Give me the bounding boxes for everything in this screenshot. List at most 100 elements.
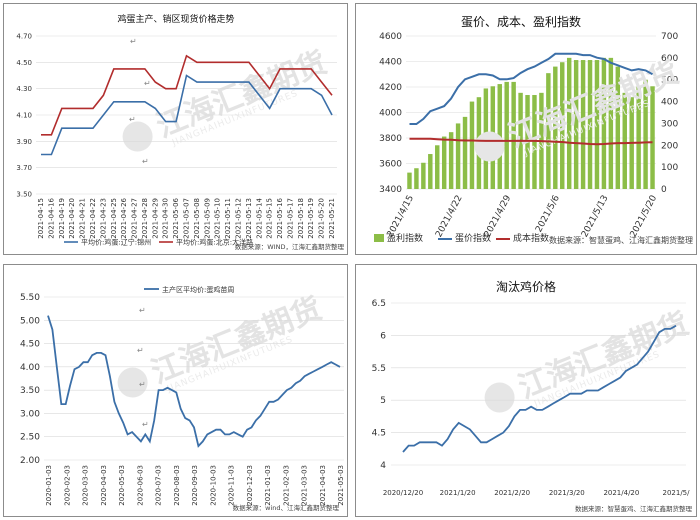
chart-panel-spot-price: 鸡蛋主产、销区现货价格走势 ↵ 数据来源：WIND，江海汇鑫期货整理 江海汇鑫期… bbox=[3, 3, 348, 255]
profit-bar bbox=[455, 123, 461, 189]
y-tick-label: 3600 bbox=[379, 160, 402, 170]
y-tick-label: 4.5 bbox=[372, 429, 386, 439]
chart-title: 蛋价、成本、盈利指数 bbox=[461, 14, 581, 29]
x-tick-label: 2021-05-13 bbox=[245, 198, 253, 239]
profit-bar bbox=[428, 154, 433, 189]
source-note: 数据来源：WIND，江海汇鑫期货整理 bbox=[235, 242, 345, 251]
x-tick-label: 2021-02-03 bbox=[282, 465, 290, 506]
profit-bar bbox=[580, 60, 586, 189]
x-tick-label: 2021-05-03 bbox=[337, 465, 345, 506]
profit-bar bbox=[566, 57, 572, 189]
y-tick-label: 5.5 bbox=[372, 364, 386, 374]
x-tick-label: 2021-05-21 bbox=[328, 198, 336, 239]
cost-index-line bbox=[409, 137, 653, 146]
chart-panel-culled-hen-price: 淘汰鸡价格 数据来源：智慧蛋鸡、江海汇鑫期货整理 江海汇鑫期货 JIANGHAIH… bbox=[355, 264, 697, 517]
y2-tick-label: 400 bbox=[661, 98, 678, 108]
legend-label: 蛋价指数 bbox=[455, 232, 491, 244]
profit-bar bbox=[469, 101, 475, 189]
paragraph-mark: ↵ bbox=[139, 306, 146, 315]
x-tick-label: 2021-03-03 bbox=[301, 465, 309, 506]
y-tick-label: 2.00 bbox=[20, 456, 40, 466]
y-tick-label: 4.30 bbox=[16, 85, 32, 93]
x-tick-label: 2020/12/20 bbox=[383, 489, 423, 497]
profit-bar bbox=[511, 81, 516, 189]
x-tick-label: 2020-09-03 bbox=[191, 465, 199, 506]
profit-bar bbox=[532, 95, 537, 189]
y2-tick-label: 100 bbox=[661, 163, 678, 173]
y-tick-label: 4 bbox=[380, 461, 386, 471]
profit-bar bbox=[414, 168, 419, 189]
profit-bar bbox=[594, 60, 600, 189]
x-tick-label: 2020-02-03 bbox=[63, 465, 71, 506]
y-tick-label: 3.90 bbox=[16, 138, 32, 146]
x-tick-label: 2021-05-08 bbox=[193, 198, 201, 239]
profit-bar bbox=[622, 92, 627, 189]
paragraph-mark: ↵ bbox=[139, 380, 146, 389]
chart-title: 鸡蛋主产、销区现货价格走势 bbox=[117, 13, 234, 25]
x-tick-label: 2021/4/29 bbox=[483, 193, 514, 239]
watermark-logo-icon bbox=[474, 131, 505, 162]
paragraph-mark: ↵ bbox=[142, 420, 149, 429]
x-tick-label: 2021-05-07 bbox=[183, 198, 191, 239]
legend-label: 成本指数 bbox=[513, 232, 549, 244]
watermark-text: 江海汇鑫期货 bbox=[514, 306, 694, 406]
series-line bbox=[402, 324, 677, 453]
y-tick-label: 4400 bbox=[379, 58, 402, 68]
x-tick-label: 2021-04-26 bbox=[120, 197, 128, 238]
x-tick-label: 2021-04-30 bbox=[162, 198, 170, 239]
x-tick-label: 2020-05-03 bbox=[118, 465, 126, 506]
profit-bar bbox=[435, 145, 440, 189]
x-tick-label: 2021-04-21 bbox=[79, 198, 87, 239]
y2-tick-label: 0 bbox=[661, 185, 667, 195]
x-tick-label: 2021-05-16 bbox=[276, 197, 284, 238]
x-tick-label: 2021-04-22 bbox=[89, 198, 97, 239]
x-tick-label: 2021/4/20 bbox=[603, 489, 639, 497]
watermark-logo-icon bbox=[484, 382, 515, 413]
paragraph-mark: ↵ bbox=[144, 79, 151, 88]
y-tick-label: 5.50 bbox=[20, 293, 40, 303]
y-tick-label: 3800 bbox=[379, 134, 402, 144]
y-tick-label: 3.50 bbox=[16, 191, 32, 199]
y2-tick-label: 700 bbox=[661, 32, 678, 42]
y-tick-label: 4.50 bbox=[16, 59, 32, 67]
y-tick-label: 3.70 bbox=[16, 164, 32, 172]
watermark-logo-icon bbox=[117, 367, 148, 398]
x-tick-label: 2021-04-03 bbox=[319, 465, 327, 506]
profit-bar bbox=[448, 132, 454, 189]
profit-bar bbox=[441, 136, 447, 189]
x-tick-label: 2021-01-03 bbox=[264, 465, 272, 506]
x-tick-label: 2021-05-09 bbox=[203, 198, 211, 239]
profit-bar bbox=[560, 62, 565, 189]
y-tick-label: 4600 bbox=[379, 32, 402, 42]
profit-bar bbox=[421, 162, 426, 189]
y2-tick-label: 600 bbox=[661, 54, 678, 64]
paragraph-mark: ↵ bbox=[129, 115, 136, 124]
paragraph-mark: ↵ bbox=[142, 157, 149, 166]
chart-panel-chick-price: 数据来源：wind、江海汇鑫期货整理 江海汇鑫期货 JIANGHAIHUIXINF… bbox=[3, 264, 348, 517]
y-tick-label: 6 bbox=[380, 331, 386, 341]
x-tick-label: 2021/5/13 bbox=[580, 194, 610, 239]
x-tick-label: 2021-04-15 bbox=[37, 198, 45, 239]
y2-tick-label: 500 bbox=[661, 76, 678, 86]
x-tick-label: 2021-05-11 bbox=[224, 198, 232, 239]
profit-bar bbox=[553, 66, 558, 189]
profit-bar bbox=[525, 95, 530, 189]
profit-bar bbox=[504, 81, 509, 189]
culled-hen-price-chart: 淘汰鸡价格 数据来源：智慧蛋鸡、江海汇鑫期货整理 江海汇鑫期货JIANGHAIH… bbox=[372, 279, 694, 513]
y-tick-label: 4000 bbox=[379, 109, 402, 119]
profit-bar bbox=[546, 73, 551, 189]
x-tick-label: 2021/4/15 bbox=[386, 194, 416, 239]
x-tick-label: 2020-07-03 bbox=[155, 465, 163, 506]
x-tick-label: 2020-10-03 bbox=[209, 465, 217, 506]
x-tick-label: 2021-05-06 bbox=[172, 197, 180, 238]
profit-bar bbox=[462, 116, 468, 189]
chick-price-chart: 数据来源：wind、江海汇鑫期货整理 江海汇鑫期货JIANGHAIHUIXINF… bbox=[20, 285, 345, 512]
y-tick-label: 3.00 bbox=[20, 409, 40, 419]
watermark-text: 江海汇鑫期货 bbox=[147, 291, 327, 391]
y-tick-label: 4.50 bbox=[20, 340, 40, 350]
x-tick-label: 2021/2/20 bbox=[494, 489, 530, 497]
legend-label: 平均价:鸡蛋:辽宁:锦州 bbox=[81, 238, 151, 247]
y2-tick-label: 200 bbox=[661, 141, 678, 151]
profit-bar bbox=[608, 57, 614, 189]
